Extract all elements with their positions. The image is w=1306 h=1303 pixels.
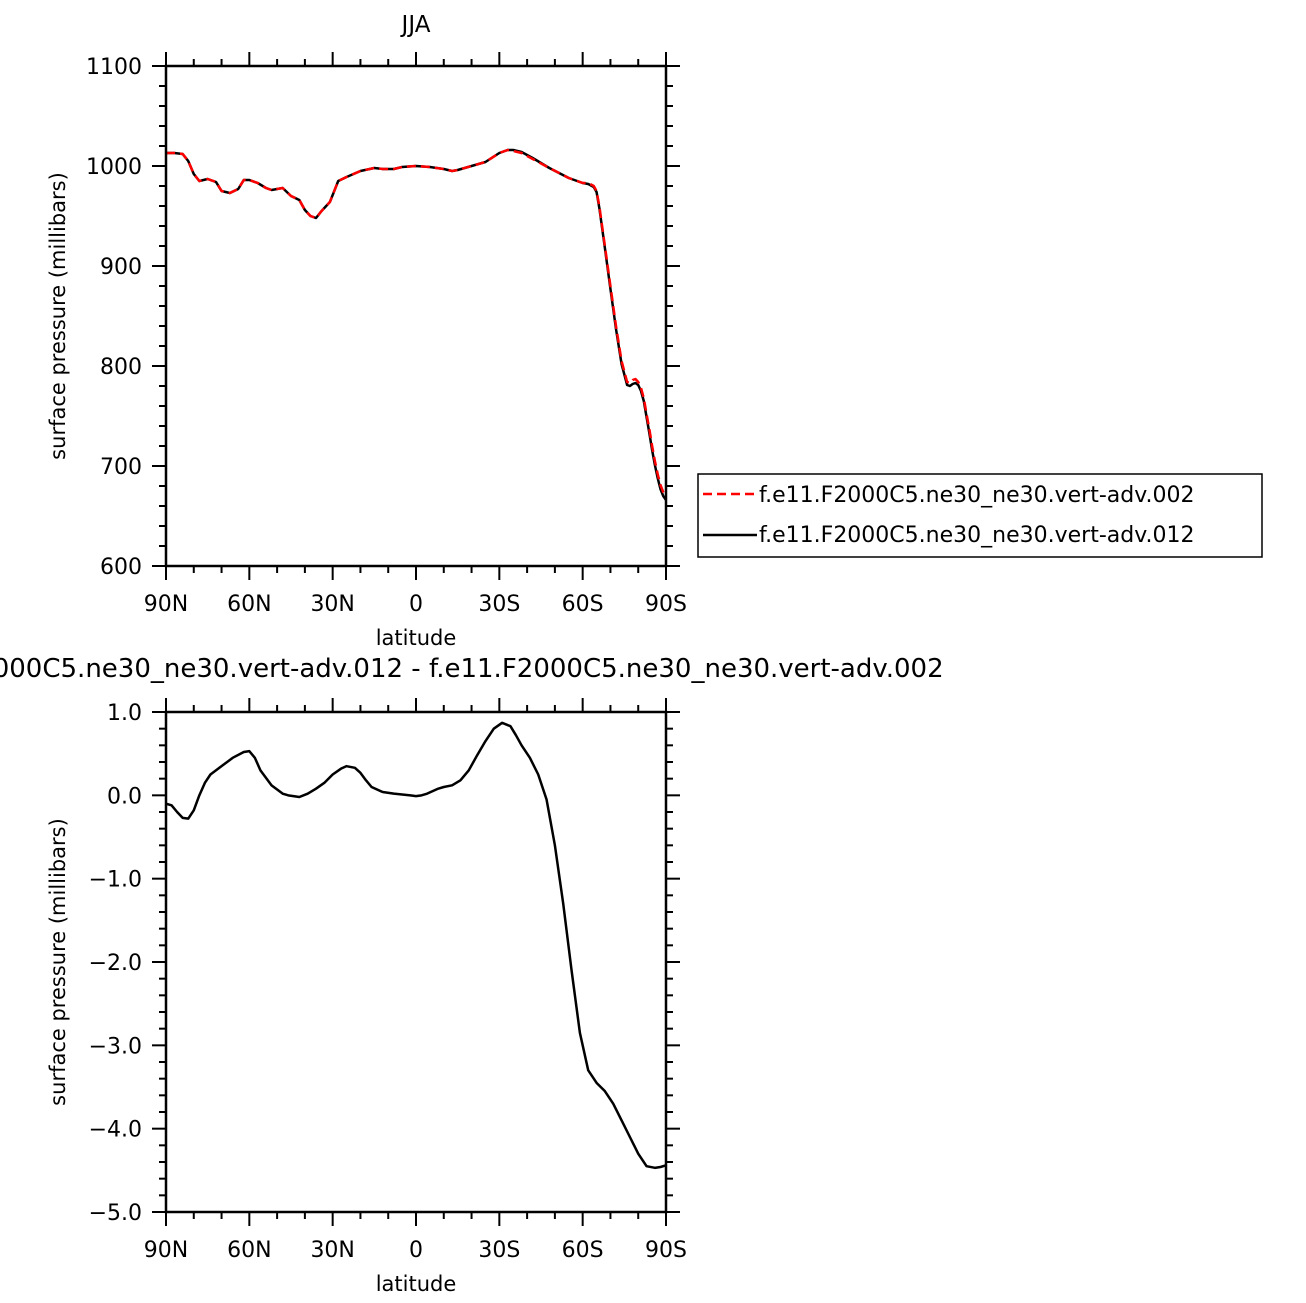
legend: f.e11.F2000C5.ne30_ne30.vert-adv.002 f.e… xyxy=(697,473,1263,558)
y-tick-label: 700 xyxy=(100,455,142,480)
y-tick-label: 1.0 xyxy=(107,701,142,726)
y-tick-label: −2.0 xyxy=(89,951,142,976)
x-tick-label: 60N xyxy=(227,592,271,617)
x-tick-label: 60S xyxy=(562,592,604,617)
x-tick-label: 90N xyxy=(144,1238,188,1263)
x-tick-label: 90S xyxy=(645,1238,687,1263)
top-series-layer xyxy=(166,148,666,501)
y-tick-label: −4.0 xyxy=(89,1118,142,1143)
bottom-x-axis: 90N 60N 30N 0 30S 60S 90S xyxy=(144,698,687,1263)
top-y-axis: 600 700 800 900 1000 1100 xyxy=(86,55,680,580)
x-tick-label: 30N xyxy=(310,592,354,617)
bottom-series-layer xyxy=(166,721,666,1170)
y-tick-label: −5.0 xyxy=(89,1201,142,1226)
legend-box xyxy=(697,473,1263,558)
bottom-x-axis-label: latitude xyxy=(376,1272,457,1296)
x-tick-label: 30S xyxy=(478,1238,520,1263)
y-tick-label: 600 xyxy=(100,555,142,580)
top-x-axis: 90N 60N 30N 0 30S 60S 90S xyxy=(144,52,687,617)
top-plot-frame xyxy=(164,64,668,568)
y-tick-label: 900 xyxy=(100,255,142,280)
bottom-panel: f.e11.F2000C5.ne30_ne30.vert-adv.012 - f… xyxy=(0,654,944,1296)
y-tick-label: −3.0 xyxy=(89,1034,142,1059)
top-panel: JJA 600 700 800 900 1000 1100 90N 60N 30N 0 30S 60… xyxy=(46,12,687,650)
top-panel-title: JJA xyxy=(400,12,431,38)
legend-label-series-1: f.e11.F2000C5.ne30_ne30.vert-adv.002 xyxy=(759,483,1195,508)
top-x-axis-label: latitude xyxy=(376,626,457,650)
bottom-plot-frame xyxy=(164,710,668,1214)
y-tick-label: 1000 xyxy=(86,155,142,180)
x-tick-label: 30S xyxy=(478,592,520,617)
x-tick-label: 30N xyxy=(310,1238,354,1263)
bottom-y-axis-label: surface pressure (millibars) xyxy=(46,818,70,1106)
bottom-panel-title: f.e11.F2000C5.ne30_ne30.vert-adv.012 - f… xyxy=(0,654,944,684)
panel-1-series-1-line xyxy=(166,148,666,497)
top-y-axis-label: surface pressure (millibars) xyxy=(46,172,70,460)
panel-1-series-2-line xyxy=(166,148,666,501)
y-tick-label: −1.0 xyxy=(89,868,142,893)
x-tick-label: 60N xyxy=(227,1238,271,1263)
bottom-y-axis: −5.0 −4.0 −3.0 −2.0 −1.0 0.0 1.0 xyxy=(89,701,680,1226)
y-tick-label: 800 xyxy=(100,355,142,380)
y-tick-label: 0.0 xyxy=(107,784,142,809)
x-tick-label: 90N xyxy=(144,592,188,617)
legend-label-series-2: f.e11.F2000C5.ne30_ne30.vert-adv.012 xyxy=(759,523,1195,548)
panel-2-series-1-line xyxy=(166,721,666,1170)
x-tick-label: 60S xyxy=(562,1238,604,1263)
x-tick-label: 0 xyxy=(409,592,423,617)
y-tick-label: 1100 xyxy=(86,55,142,80)
x-tick-label: 0 xyxy=(409,1238,423,1263)
x-tick-label: 90S xyxy=(645,592,687,617)
